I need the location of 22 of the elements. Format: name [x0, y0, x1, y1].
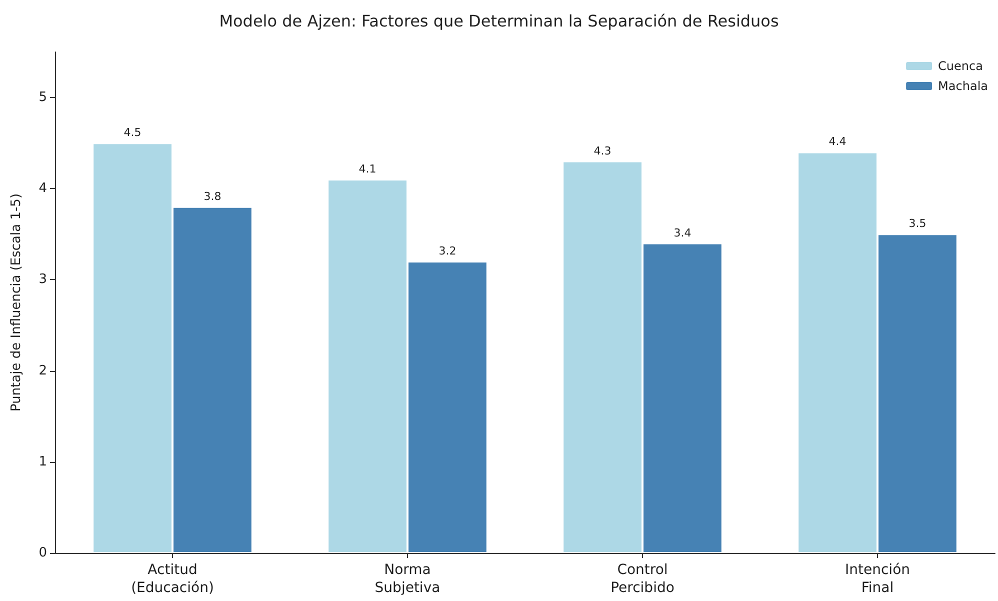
- data-label: 3.8: [204, 190, 222, 203]
- y-tick-label: 5: [38, 90, 47, 106]
- data-label: 4.3: [594, 144, 612, 158]
- y-axis-title: Puntaje de Influencia (Escala 1-5): [9, 193, 24, 412]
- y-tick-label: 2: [38, 363, 47, 378]
- x-tick-label: Actitud (Educación): [131, 562, 214, 596]
- y-tick-label: 0: [38, 546, 47, 560]
- legend-label: Cuenca: [938, 59, 983, 73]
- legend-label: Machala: [938, 79, 988, 93]
- data-label: 4.5: [124, 126, 142, 140]
- data-label: 3.5: [908, 217, 926, 230]
- y-tick-label: 4: [38, 181, 47, 196]
- data-label: 3.2: [438, 244, 456, 258]
- x-tick-label: Control Percibido: [610, 562, 674, 596]
- x-tick-label: Intención Final: [844, 562, 910, 596]
- x-tick-label: Norma Subjetiva: [374, 562, 440, 596]
- y-tick-label: 3: [38, 272, 47, 288]
- y-tick-label: 1: [38, 454, 47, 470]
- data-label: 4.1: [358, 162, 376, 176]
- chart-title: Modelo de Ajzen: Factores que Determinan la Separación de Residuos: [219, 12, 779, 30]
- data-label: 3.4: [674, 226, 692, 240]
- data-label: 4.4: [828, 135, 846, 148]
